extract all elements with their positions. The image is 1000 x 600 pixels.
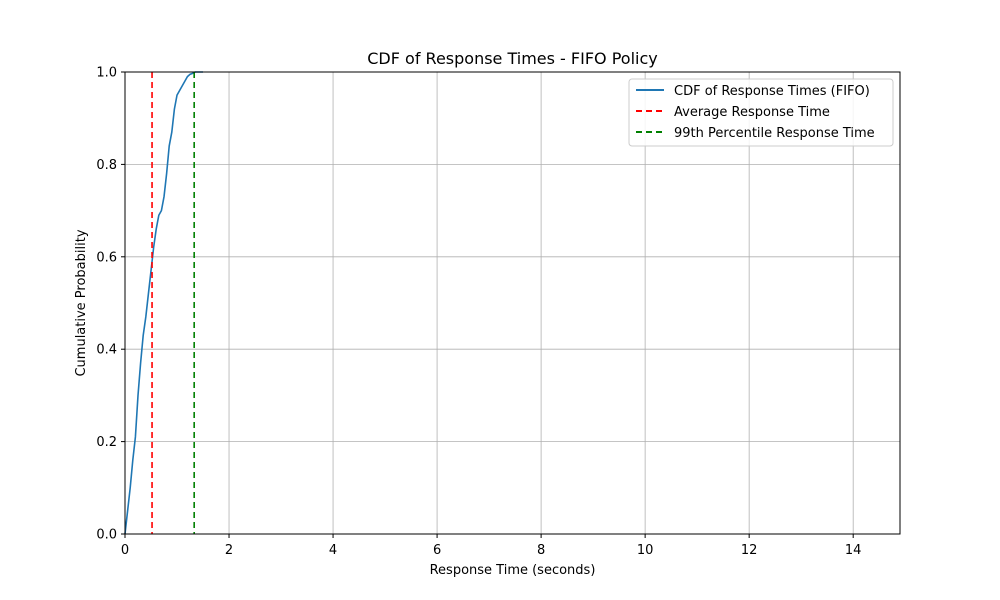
x-tick-label: 6 <box>433 543 441 558</box>
y-tick-label: 0.8 <box>96 158 117 173</box>
legend: CDF of Response Times (FIFO) Average Res… <box>628 78 894 147</box>
x-tick-label: 0 <box>121 543 129 558</box>
x-axis-label: Response Time (seconds) <box>430 563 596 578</box>
chart-title: CDF of Response Times - FIFO Policy <box>367 49 657 68</box>
plot-area <box>125 72 900 534</box>
grid-lines <box>124 71 900 535</box>
cdf-line <box>124 71 204 535</box>
legend-label-cdf: CDF of Response Times (FIFO) <box>674 84 870 99</box>
x-tick-label: 2 <box>225 543 233 558</box>
y-tick-label: 0.6 <box>96 250 117 265</box>
y-tick-label: 0.2 <box>96 435 117 450</box>
y-tick-label: 0.4 <box>96 343 117 358</box>
plot-frame <box>124 71 901 535</box>
legend-label-average: Average Response Time <box>674 105 830 120</box>
axis-ticks: 0 2 4 6 8 10 12 14 0.0 0.2 0.4 0.6 0.8 1.0 <box>96 66 861 559</box>
legend-box <box>628 78 894 147</box>
x-tick-label: 12 <box>741 543 758 558</box>
y-tick-label: 1.0 <box>96 66 117 81</box>
y-axis-label: Cumulative Probability <box>74 229 89 376</box>
x-tick-label: 4 <box>329 543 337 558</box>
series-layer <box>124 71 204 535</box>
x-tick-label: 14 <box>845 543 862 558</box>
x-tick-label: 8 <box>537 543 545 558</box>
x-tick-label: 10 <box>637 543 654 558</box>
legend-label-p99: 99th Percentile Response Time <box>674 126 875 141</box>
y-tick-label: 0.0 <box>96 528 117 543</box>
